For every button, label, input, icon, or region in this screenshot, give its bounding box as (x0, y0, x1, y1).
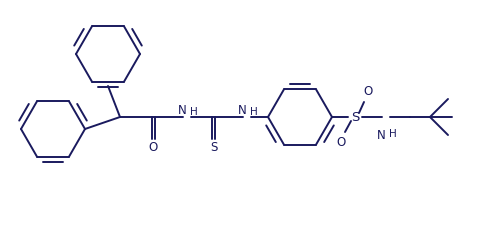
Text: N: N (377, 129, 385, 142)
Text: H: H (190, 107, 198, 117)
Text: H: H (250, 107, 258, 117)
Text: N: N (238, 104, 246, 117)
Text: O: O (363, 85, 373, 98)
Text: H: H (389, 129, 397, 139)
Text: O: O (336, 136, 346, 149)
Text: S: S (210, 141, 217, 154)
Text: O: O (149, 141, 158, 154)
Text: S: S (351, 110, 359, 124)
Text: N: N (178, 104, 187, 117)
